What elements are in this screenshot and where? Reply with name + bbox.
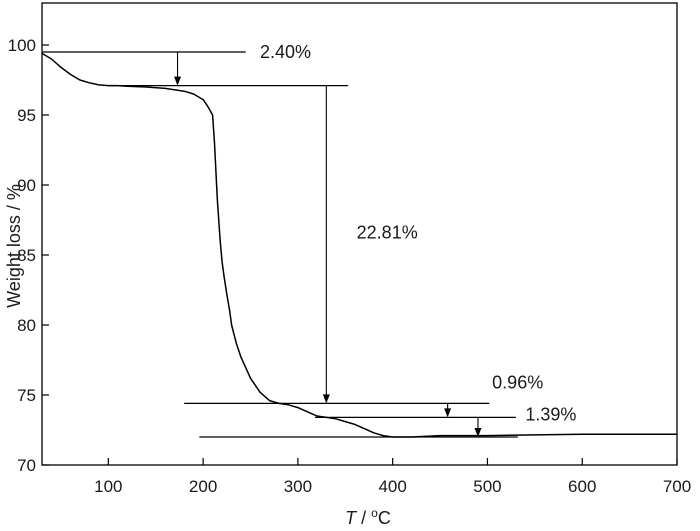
x-tick-label: 100	[94, 477, 122, 496]
x-axis-title: T / oC	[345, 506, 391, 528]
x-axis-title-degree: o	[371, 506, 378, 520]
y-tick-labels: 70 75 80 85 90 95 100	[8, 36, 36, 475]
x-axis-title-unit: C	[378, 508, 391, 528]
x-tick-label: 500	[473, 477, 501, 496]
annotation-label: 22.81%	[357, 223, 418, 243]
x-tick-labels: 100 200 300 400 500 600 700	[94, 477, 691, 496]
y-axis-title: Weight loss / %	[4, 184, 24, 308]
y-tick-label: 90	[17, 176, 36, 195]
x-tick-label: 200	[189, 477, 217, 496]
annotation-label: 0.96%	[492, 372, 543, 392]
x-tick-label: 600	[568, 477, 596, 496]
x-tick-label: 700	[663, 477, 691, 496]
y-tick-label: 70	[17, 456, 36, 475]
x-axis-title-symbol: T	[345, 508, 358, 528]
annotation-arrow-head	[174, 76, 182, 86]
x-tick-label: 300	[284, 477, 312, 496]
y-tick-label: 95	[17, 106, 36, 125]
annotation-layer: 2.40% 22.81% 0.96% 1.39%	[42, 42, 576, 438]
y-tick-label: 75	[17, 386, 36, 405]
y-tick-label: 85	[17, 246, 36, 265]
annotation-label: 1.39%	[525, 405, 576, 425]
annotation-label: 2.40%	[260, 42, 311, 62]
y-tick-label: 100	[8, 36, 36, 55]
annotation-arrow-head	[322, 394, 330, 404]
y-tick-label: 80	[17, 316, 36, 335]
x-axis-title-separator: /	[356, 508, 371, 528]
x-tick-label: 400	[378, 477, 406, 496]
plot-frame	[41, 2, 678, 466]
annotation-arrow-head	[444, 408, 452, 418]
axes-layer	[41, 2, 678, 466]
data-layer	[41, 52, 677, 438]
tga-curve	[41, 52, 677, 438]
annotation-arrow-head	[474, 428, 482, 437]
